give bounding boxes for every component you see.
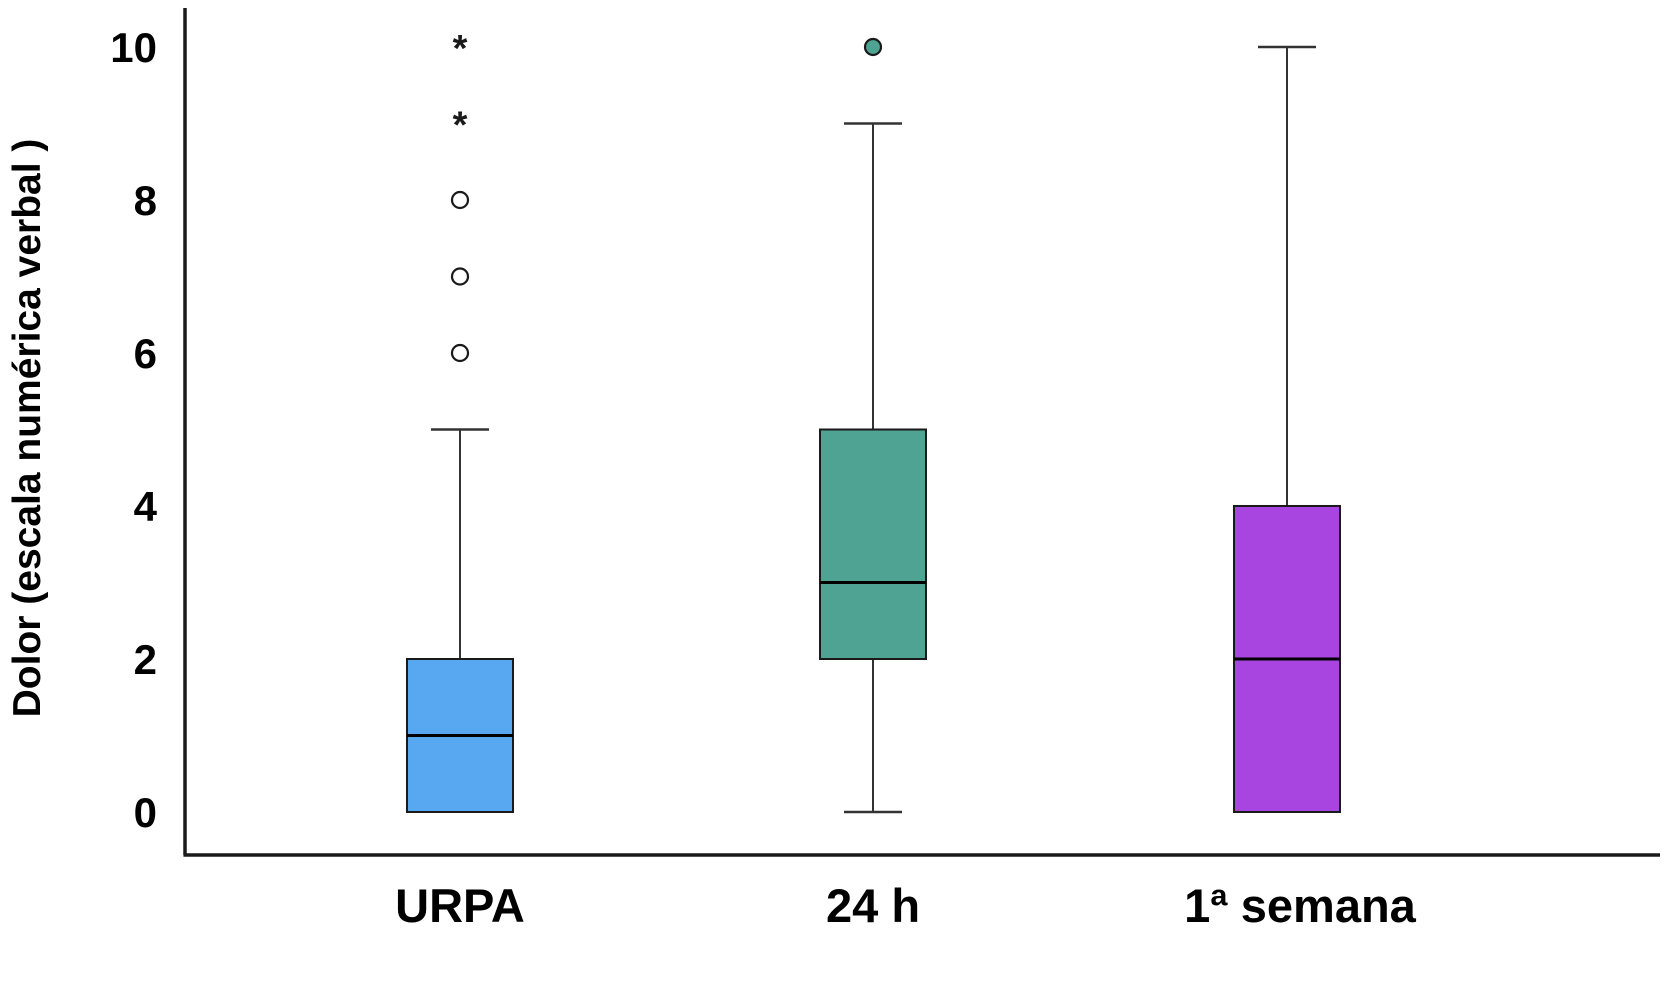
y-tick-label: 6 <box>134 330 157 377</box>
category-label-1a-semana: 1ª semana <box>1184 879 1416 932</box>
box-group-1 <box>819 37 927 814</box>
category-label-urpa: URPA <box>395 879 525 932</box>
y-tick-label: 0 <box>134 789 157 836</box>
outlier-circle <box>450 190 470 210</box>
category-label-24h: 24 h <box>825 879 921 932</box>
y-tick-label: 8 <box>134 177 157 224</box>
outlier-circle <box>450 343 470 363</box>
outlier-asterisk: * <box>453 105 468 147</box>
outlier-circle-filled <box>863 37 883 57</box>
box-group-0: ** <box>406 28 514 813</box>
y-tick-label: 4 <box>134 483 158 530</box>
box-group-2 <box>1233 45 1341 813</box>
y-tick-label: 2 <box>134 636 157 683</box>
y-tick-label: 10 <box>110 24 157 71</box>
outlier-asterisk: * <box>453 28 468 70</box>
iqr-box <box>819 428 927 660</box>
outlier-circle <box>450 267 470 286</box>
